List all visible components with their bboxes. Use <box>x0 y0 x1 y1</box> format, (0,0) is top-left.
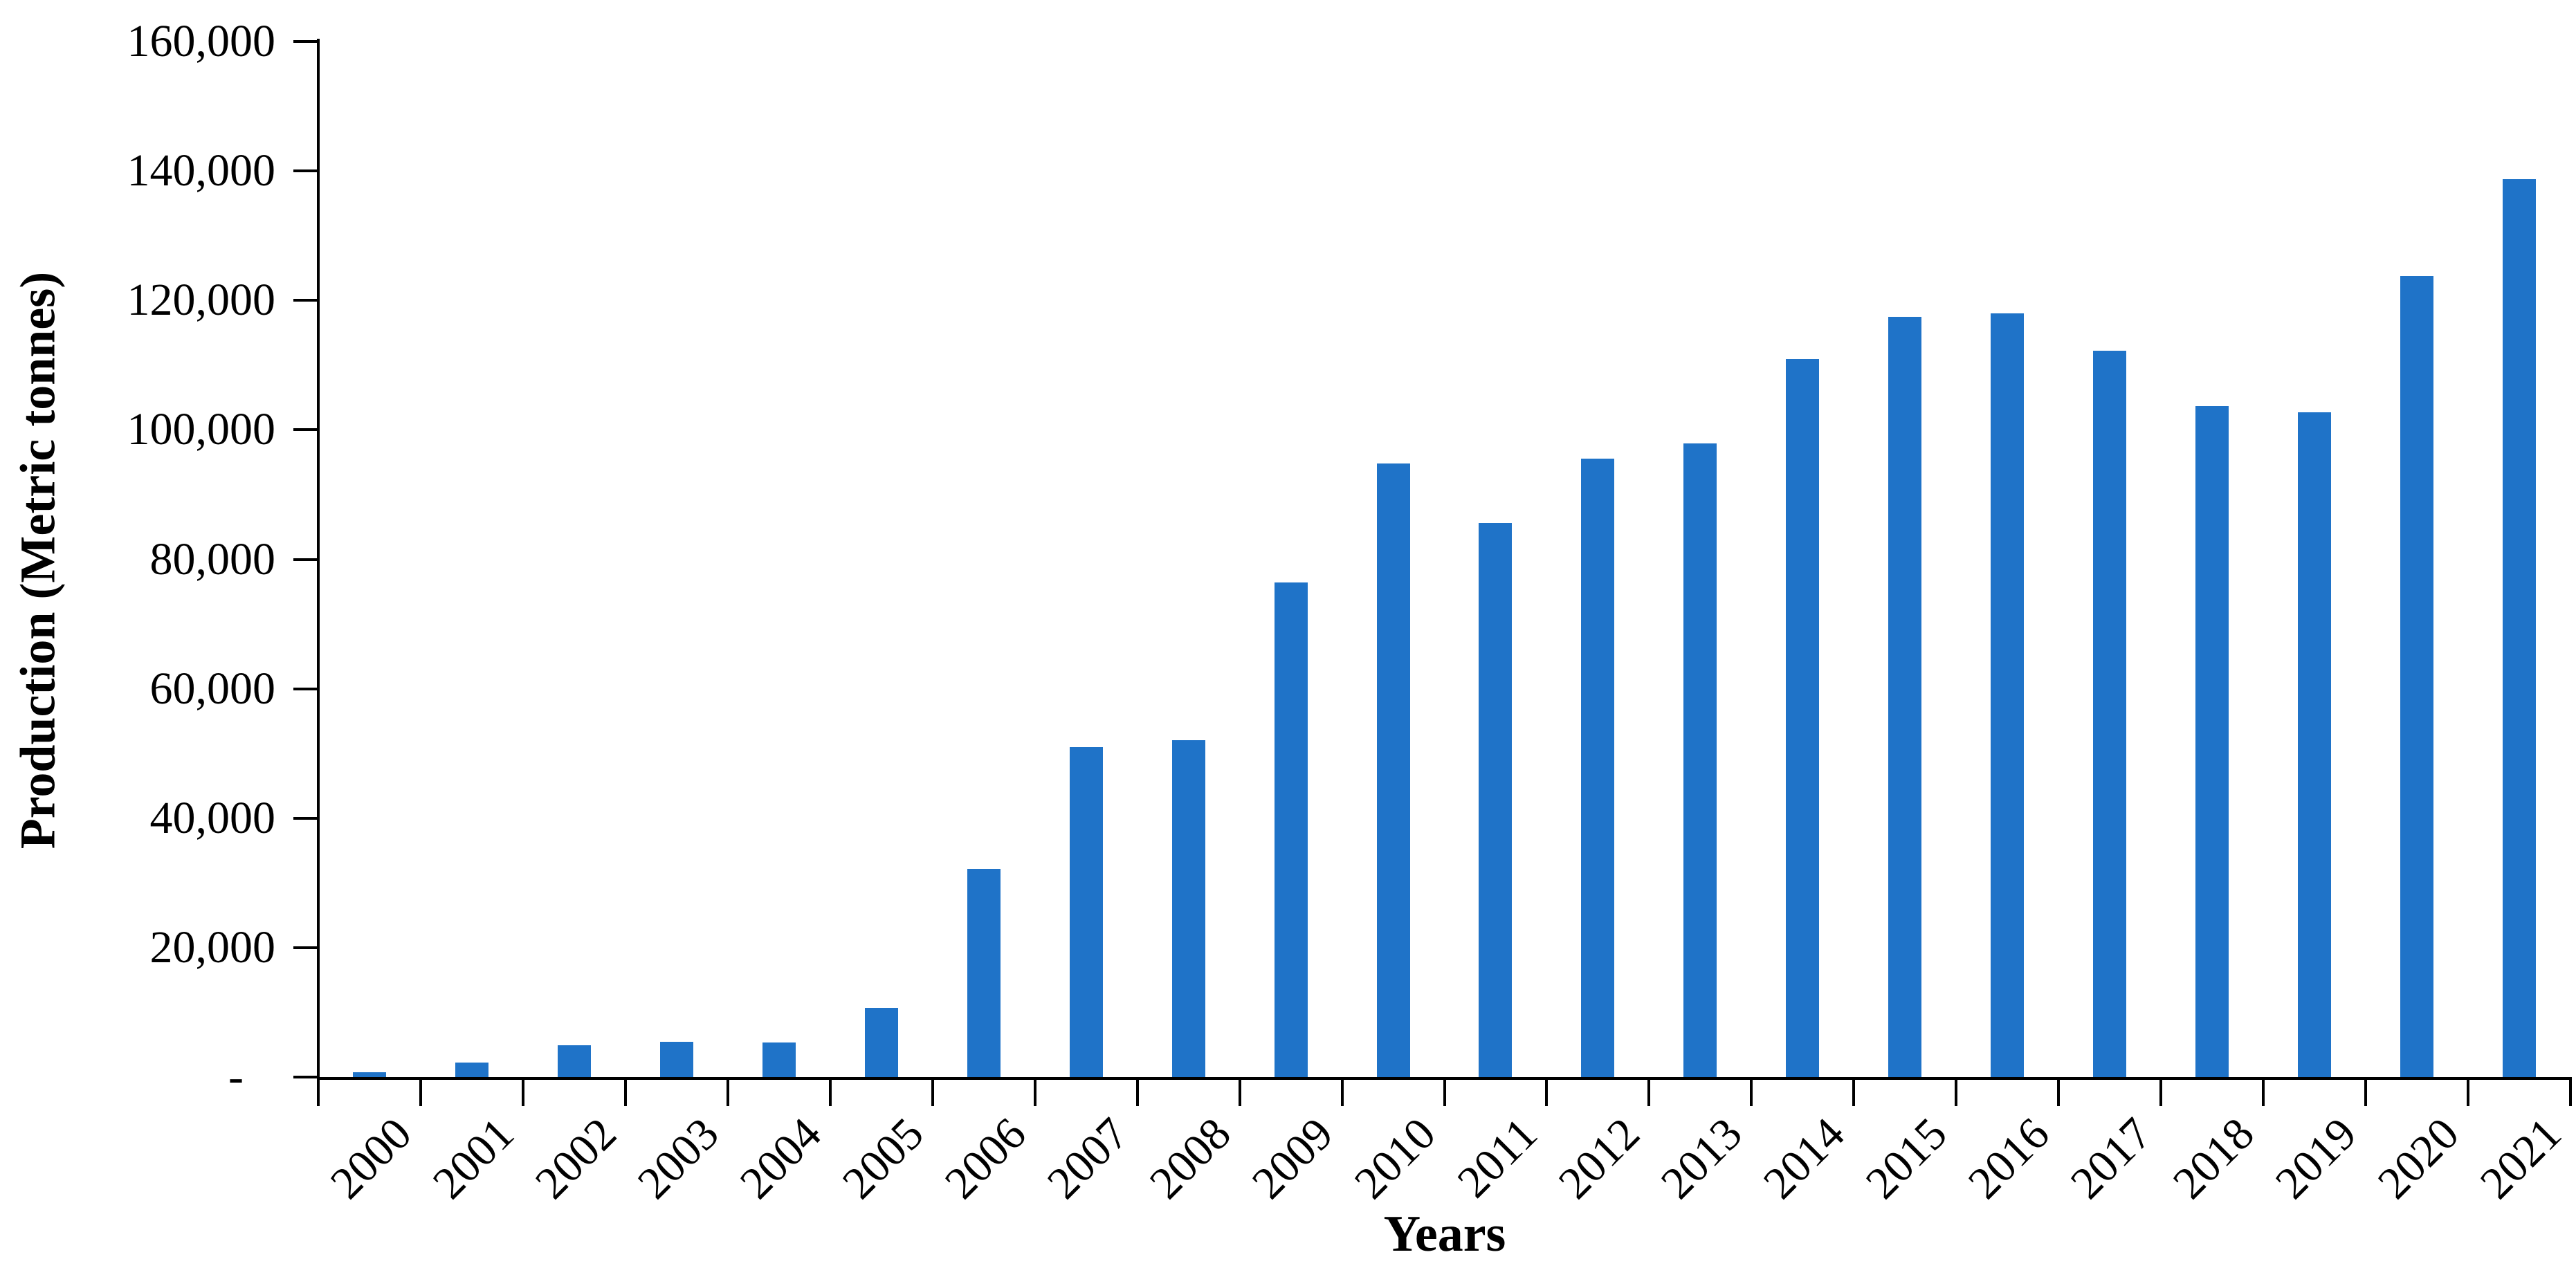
bar-2005 <box>865 1008 898 1077</box>
bar-2016 <box>1991 313 2024 1077</box>
y-tick <box>293 946 318 949</box>
bar-2006 <box>967 869 1001 1077</box>
x-tick <box>1750 1077 1753 1106</box>
bar-2003 <box>660 1042 693 1077</box>
y-axis-line <box>317 39 320 1080</box>
x-tick-label-2007: 2007 <box>1037 1108 1138 1209</box>
x-tick-label-2008: 2008 <box>1140 1108 1241 1209</box>
bar-2011 <box>1479 523 1512 1077</box>
x-tick-label-2003: 2003 <box>628 1108 729 1209</box>
x-tick <box>1647 1077 1651 1106</box>
y-tick-label: 120,000 <box>127 275 276 326</box>
bar-2004 <box>762 1042 796 1077</box>
x-tick-label-2019: 2019 <box>2265 1108 2366 1209</box>
x-tick-label-2004: 2004 <box>730 1108 831 1209</box>
x-tick <box>1545 1077 1549 1106</box>
y-tick <box>293 169 318 173</box>
bar-2002 <box>558 1045 591 1077</box>
x-tick-label-2020: 2020 <box>2368 1108 2469 1209</box>
y-tick <box>293 428 318 432</box>
y-tick-label: 60,000 <box>149 663 276 714</box>
x-tick <box>1033 1077 1036 1106</box>
x-axis-title: Years <box>1383 1206 1506 1262</box>
x-tick <box>2262 1077 2265 1106</box>
bar-2007 <box>1070 747 1103 1077</box>
y-tick <box>293 1076 318 1078</box>
x-tick-label-2010: 2010 <box>1344 1108 1445 1209</box>
bar-2001 <box>455 1063 488 1077</box>
y-axis-title: Production (Metric tonnes) <box>10 271 66 849</box>
y-tick <box>293 40 318 43</box>
x-tick <box>2159 1077 2163 1106</box>
bar-2010 <box>1377 463 1410 1077</box>
x-tick <box>1955 1077 1958 1106</box>
x-tick <box>1238 1077 1241 1106</box>
x-tick <box>2569 1077 2572 1106</box>
x-tick-label-2001: 2001 <box>423 1108 524 1209</box>
x-tick <box>1340 1077 1344 1106</box>
bar-2009 <box>1275 582 1308 1077</box>
x-tick-label-2002: 2002 <box>525 1108 626 1209</box>
y-tick-label: 20,000 <box>149 921 276 973</box>
x-tick <box>521 1077 524 1106</box>
bar-2000 <box>353 1072 386 1077</box>
x-tick <box>623 1077 627 1106</box>
x-tick-label-2011: 2011 <box>1448 1108 1548 1208</box>
bar-2008 <box>1172 740 1205 1077</box>
bar-2020 <box>2400 276 2433 1077</box>
y-tick <box>293 558 318 561</box>
x-tick-label-2009: 2009 <box>1242 1108 1343 1209</box>
x-tick <box>931 1077 934 1106</box>
y-tick-label: 40,000 <box>149 792 276 843</box>
x-tick-label-2018: 2018 <box>2163 1108 2264 1209</box>
y-tick <box>293 299 318 302</box>
x-tick <box>1852 1077 1856 1106</box>
x-tick-label-2021: 2021 <box>2470 1108 2571 1209</box>
bar-2012 <box>1581 459 1614 1077</box>
x-tick <box>1443 1077 1446 1106</box>
x-tick <box>2057 1077 2061 1106</box>
x-tick-label-2005: 2005 <box>832 1108 933 1209</box>
x-tick-label-2017: 2017 <box>2061 1108 2162 1209</box>
y-tick-label: 140,000 <box>127 145 276 196</box>
x-tick-label-2013: 2013 <box>1652 1108 1753 1209</box>
y-tick <box>293 816 318 820</box>
bar-2018 <box>2195 406 2229 1077</box>
y-tick <box>293 687 318 690</box>
y-tick-label: 160,000 <box>127 16 276 66</box>
y-tick-label: 80,000 <box>149 533 276 585</box>
bar-2014 <box>1786 359 1819 1077</box>
x-tick-label-2000: 2000 <box>320 1108 421 1209</box>
bar-2015 <box>1888 317 1921 1077</box>
y-tick-label: - <box>228 1051 244 1102</box>
x-tick <box>2467 1077 2470 1106</box>
x-tick-label-2015: 2015 <box>1856 1108 1957 1209</box>
x-tick <box>726 1077 729 1106</box>
x-tick <box>2364 1077 2368 1106</box>
x-tick <box>828 1077 832 1106</box>
x-tick <box>317 1077 320 1106</box>
bar-2013 <box>1683 443 1717 1077</box>
x-tick-label-2014: 2014 <box>1754 1108 1855 1209</box>
x-tick <box>419 1077 422 1106</box>
bar-2021 <box>2503 179 2536 1077</box>
bar-2019 <box>2298 412 2331 1077</box>
bar-2017 <box>2093 351 2126 1077</box>
x-tick <box>1135 1077 1139 1106</box>
y-tick-label: 100,000 <box>127 404 276 455</box>
x-tick-label-2012: 2012 <box>1549 1108 1650 1209</box>
x-tick-label-2016: 2016 <box>1959 1108 2060 1209</box>
x-tick-label-2006: 2006 <box>935 1108 1036 1209</box>
